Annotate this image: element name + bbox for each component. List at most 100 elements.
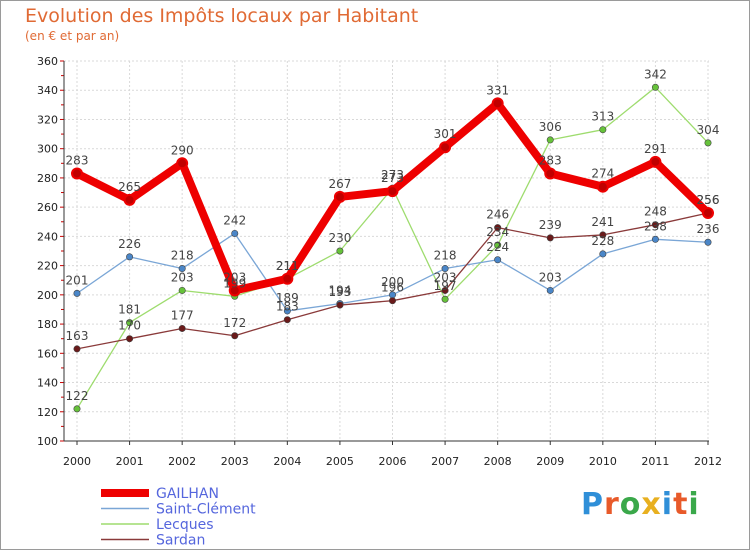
data-label: 274 bbox=[591, 167, 614, 181]
data-label: 283 bbox=[539, 154, 562, 168]
data-label: 194 bbox=[328, 284, 351, 298]
data-label: 248 bbox=[644, 205, 667, 219]
data-point bbox=[73, 289, 81, 297]
x-tick-label: 2004 bbox=[273, 455, 301, 468]
y-tick-label: 180 bbox=[37, 318, 58, 331]
data-point bbox=[704, 139, 712, 147]
x-tick-label: 2002 bbox=[168, 455, 196, 468]
y-tick-label: 300 bbox=[37, 143, 58, 156]
data-point bbox=[281, 272, 294, 285]
chart-axes: 100 120 140 160 180 200 220 240 260 280 300 320 340 3… bbox=[37, 55, 722, 468]
data-label: 331 bbox=[486, 83, 509, 97]
data-point bbox=[441, 286, 449, 294]
proxiti-logo: Proxiti bbox=[581, 487, 700, 522]
data-label: 177 bbox=[171, 308, 194, 322]
data-point bbox=[176, 157, 189, 170]
x-tick-label: 2011 bbox=[641, 455, 669, 468]
data-point bbox=[386, 185, 399, 198]
data-point bbox=[73, 405, 81, 413]
data-point bbox=[651, 221, 659, 229]
data-point bbox=[599, 231, 607, 239]
data-label: 163 bbox=[66, 329, 89, 343]
y-tick-label: 160 bbox=[37, 347, 58, 360]
data-label: 224 bbox=[486, 240, 509, 254]
data-point bbox=[441, 295, 449, 303]
y-tick-label: 200 bbox=[37, 289, 58, 302]
data-point bbox=[126, 319, 134, 327]
data-label: 241 bbox=[591, 215, 614, 229]
data-label: 291 bbox=[644, 142, 667, 156]
data-label: 236 bbox=[697, 222, 720, 236]
logo-letter: P bbox=[581, 487, 604, 522]
data-label: 283 bbox=[66, 154, 89, 168]
data-point bbox=[441, 265, 449, 273]
data-label: 301 bbox=[434, 127, 457, 141]
data-label: 256 bbox=[697, 193, 720, 207]
data-point bbox=[336, 301, 344, 309]
x-tick-label: 2012 bbox=[694, 455, 722, 468]
data-point bbox=[546, 286, 554, 294]
y-tick-label: 120 bbox=[37, 406, 58, 419]
data-label: 273 bbox=[381, 168, 404, 182]
data-label: 203 bbox=[539, 270, 562, 284]
x-tick-label: 2008 bbox=[484, 455, 512, 468]
y-tick-label: 240 bbox=[37, 230, 58, 243]
logo-letter: r bbox=[604, 487, 620, 522]
data-point bbox=[494, 241, 502, 249]
data-point bbox=[596, 180, 609, 193]
data-label: 246 bbox=[486, 208, 509, 222]
chart-title: Evolution des Impôts locaux par Habitant bbox=[25, 5, 419, 27]
data-label: 238 bbox=[644, 219, 667, 233]
data-point bbox=[178, 265, 186, 273]
data-label: 203 bbox=[171, 270, 194, 284]
x-tick-label: 2007 bbox=[431, 455, 459, 468]
y-tick-label: 340 bbox=[37, 84, 58, 97]
chart-subtitle: (en € et par an) bbox=[25, 29, 120, 43]
data-point bbox=[231, 229, 239, 237]
data-label: 199 bbox=[223, 276, 246, 290]
data-point bbox=[178, 286, 186, 294]
x-tick-label: 2006 bbox=[379, 455, 407, 468]
data-point bbox=[283, 316, 291, 324]
data-label: 267 bbox=[328, 177, 351, 191]
data-point bbox=[704, 238, 712, 246]
data-point bbox=[333, 190, 346, 203]
data-point bbox=[439, 141, 452, 154]
data-label: 218 bbox=[434, 249, 457, 263]
logo-letter: i bbox=[688, 487, 700, 522]
data-point bbox=[178, 324, 186, 332]
legend-label: Lecques bbox=[156, 517, 214, 533]
data-label: 203 bbox=[223, 270, 246, 284]
data-label: 290 bbox=[171, 143, 194, 157]
y-tick-label: 220 bbox=[37, 260, 58, 273]
data-point bbox=[228, 284, 241, 297]
y-tick-label: 140 bbox=[37, 377, 58, 390]
data-label: 234 bbox=[486, 225, 509, 239]
y-tick-label: 260 bbox=[37, 201, 58, 214]
data-point bbox=[73, 345, 81, 353]
data-point bbox=[546, 136, 554, 144]
data-label: 183 bbox=[276, 300, 299, 314]
data-point bbox=[651, 235, 659, 243]
y-tick-label: 280 bbox=[37, 172, 58, 185]
logo-letter: o bbox=[619, 487, 642, 522]
data-label: 170 bbox=[118, 319, 141, 333]
data-point bbox=[599, 126, 607, 134]
data-label: 189 bbox=[276, 291, 299, 305]
data-label: 313 bbox=[591, 110, 614, 124]
data-point bbox=[544, 167, 557, 180]
y-tick-label: 100 bbox=[37, 435, 58, 448]
data-label: 196 bbox=[381, 281, 404, 295]
x-tick-label: 2000 bbox=[63, 455, 91, 468]
data-label: 304 bbox=[697, 123, 720, 137]
chart-series bbox=[71, 83, 714, 413]
data-label: 306 bbox=[539, 120, 562, 134]
data-point bbox=[546, 234, 554, 242]
data-point bbox=[123, 193, 136, 206]
data-label: 242 bbox=[223, 213, 246, 227]
data-label: 211 bbox=[276, 259, 299, 273]
data-label: 265 bbox=[118, 180, 141, 194]
x-tick-label: 2009 bbox=[536, 455, 564, 468]
